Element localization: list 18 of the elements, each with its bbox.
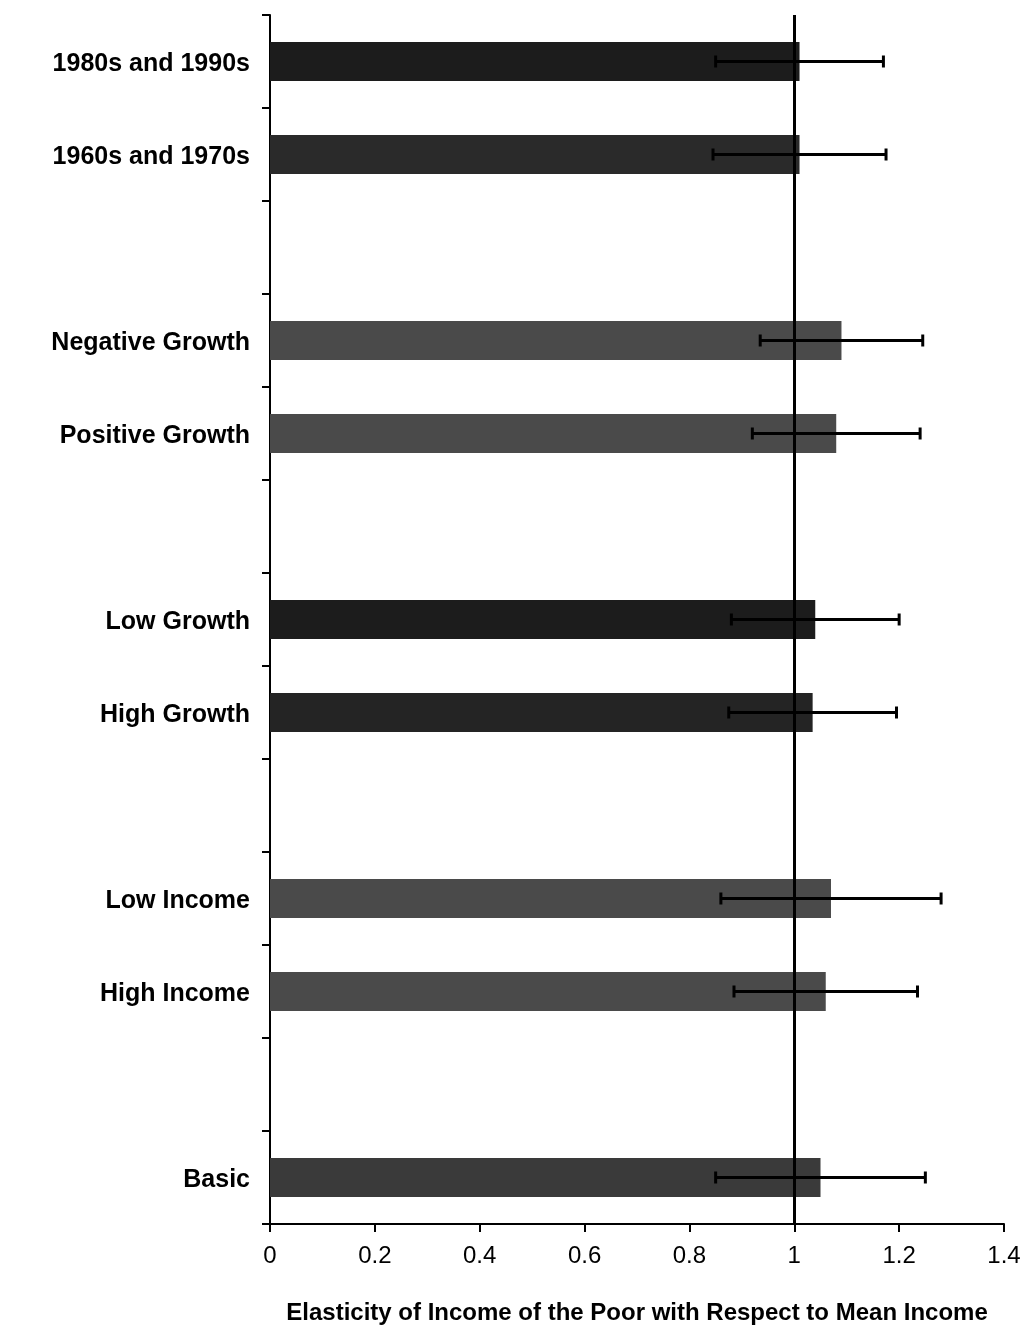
x-tick-label: 1.2 xyxy=(882,1240,916,1268)
y-tick-label: 1960s and 1970s xyxy=(52,140,250,169)
y-tick-label: Low Income xyxy=(105,884,251,913)
y-tick-label: Positive Growth xyxy=(59,419,250,448)
x-tick-label: 1 xyxy=(787,1240,801,1268)
y-tick-label: Negative Growth xyxy=(51,326,250,355)
x-axis-title: Elasticity of Income of the Poor with Respect to Mean Income xyxy=(286,1297,988,1325)
x-tick-label: 0.4 xyxy=(463,1240,497,1268)
x-tick-label: 0.8 xyxy=(672,1240,707,1268)
x-tick-label: 0.6 xyxy=(567,1240,602,1268)
x-tick-label: 1.4 xyxy=(987,1240,1021,1268)
x-tick-label: 0 xyxy=(263,1240,277,1268)
y-tick-label: High Income xyxy=(99,977,251,1006)
y-tick-label: Low Growth xyxy=(105,605,250,634)
y-tick-label: 1980s and 1990s xyxy=(52,47,250,76)
x-tick-label: 0.2 xyxy=(358,1240,392,1268)
y-tick-label: Basic xyxy=(183,1163,251,1192)
y-tick-label: High Growth xyxy=(100,698,250,727)
